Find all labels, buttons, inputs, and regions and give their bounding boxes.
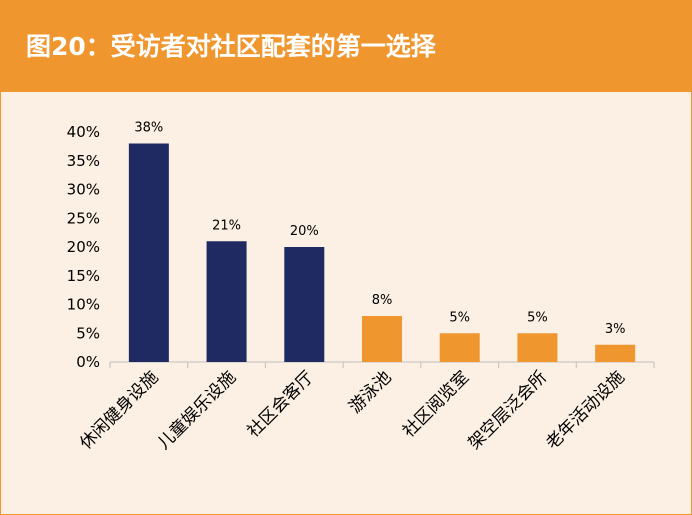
x-category-label: 休闲健身设施 xyxy=(76,367,162,453)
bar xyxy=(362,316,402,362)
x-category-label: 架空层泛会所 xyxy=(465,367,551,453)
data-label: 3% xyxy=(605,322,626,337)
y-tick-label: 35% xyxy=(67,152,100,170)
bar xyxy=(595,344,636,362)
x-category-label: 社区阅览室 xyxy=(399,367,473,441)
x-category-label: 老年活动设施 xyxy=(542,367,628,453)
data-label: 8% xyxy=(372,293,393,308)
y-tick-label: 25% xyxy=(67,209,100,227)
data-label: 38% xyxy=(134,121,163,136)
bar xyxy=(206,241,247,362)
x-category-label: 社区会客厅 xyxy=(244,367,318,441)
bar xyxy=(439,333,480,362)
y-tick-label: 20% xyxy=(67,238,100,256)
chart-title: 图20：受访者对社区配套的第一选择 xyxy=(26,32,436,61)
header-bar: 图20：受访者对社区配套的第一选择 xyxy=(1,1,691,92)
y-tick-label: 0% xyxy=(76,353,100,371)
y-tick-label: 5% xyxy=(76,324,100,342)
data-label: 5% xyxy=(449,310,470,325)
x-category-label: 儿童娱乐设施 xyxy=(154,367,240,453)
bar xyxy=(128,143,169,362)
data-label: 21% xyxy=(212,218,241,233)
bar xyxy=(517,333,558,362)
y-tick-label: 15% xyxy=(67,267,100,285)
y-tick-label: 40% xyxy=(67,123,100,141)
data-label: 20% xyxy=(290,224,319,239)
y-tick-label: 30% xyxy=(67,181,100,199)
bar xyxy=(284,247,325,362)
y-tick-label: 10% xyxy=(67,296,100,314)
data-label: 5% xyxy=(527,310,548,325)
x-category-label: 游泳池 xyxy=(345,367,395,417)
